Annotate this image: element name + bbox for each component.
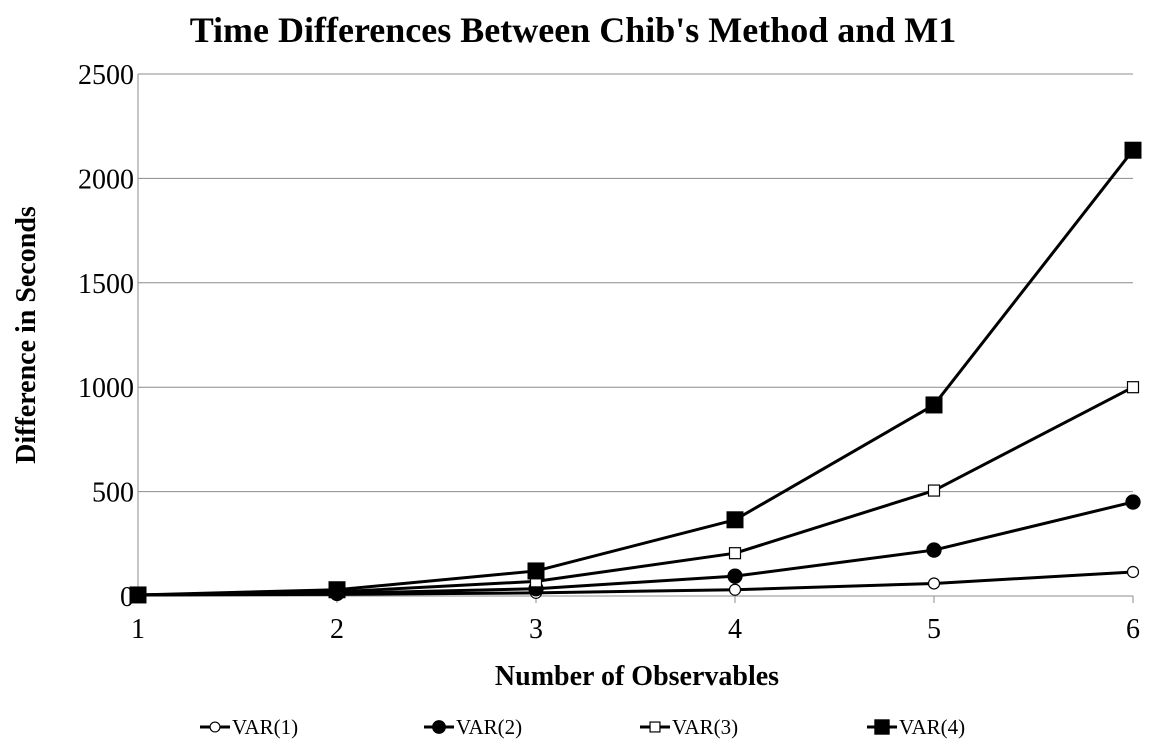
y-tick-label: 2500 — [78, 60, 134, 91]
legend-entry: VAR(3) — [640, 715, 738, 739]
data-point — [927, 484, 941, 497]
data-point — [727, 568, 743, 584]
axes — [137, 74, 1134, 603]
legend-label: VAR(2) — [456, 715, 522, 739]
legend-marker — [649, 721, 661, 733]
x-axis-title: Number of Observables — [495, 661, 779, 692]
gridlines — [138, 73, 1133, 493]
legend-marker — [209, 721, 221, 733]
y-tick-label: 0 — [120, 582, 134, 613]
data-point — [726, 511, 744, 529]
series-var4 — [129, 141, 1142, 604]
legend-entry: VAR(1) — [200, 715, 298, 739]
x-tick-label: 4 — [728, 614, 742, 645]
series-lines — [129, 141, 1142, 604]
data-point — [728, 547, 742, 560]
data-point — [527, 562, 545, 580]
x-tick-label: 2 — [330, 614, 344, 645]
data-point — [129, 586, 147, 604]
x-tick-label: 3 — [529, 614, 543, 645]
legend-marker — [432, 720, 446, 734]
series-var2 — [130, 494, 1141, 603]
legend-entry: VAR(4) — [867, 715, 965, 739]
y-tick-label: 2000 — [78, 164, 134, 195]
legend-entry: VAR(2) — [424, 715, 522, 739]
x-tick-label: 1 — [131, 614, 145, 645]
data-point — [328, 581, 346, 599]
x-tick-label: 5 — [927, 614, 941, 645]
data-point — [926, 542, 942, 558]
data-point — [927, 577, 941, 590]
data-point — [1126, 565, 1140, 579]
legend-marker — [874, 719, 890, 735]
tick-labels: 0 500 1000 1500 2000 2500 1 2 3 4 5 6 — [78, 60, 1140, 645]
legend-label: VAR(4) — [899, 715, 965, 739]
series-var3 — [131, 381, 1140, 602]
data-point — [1125, 494, 1141, 510]
data-point — [1126, 381, 1140, 394]
y-axis-title: Difference in Seconds — [11, 206, 42, 464]
series-line — [137, 149, 1135, 597]
y-tick-label: 500 — [92, 478, 134, 509]
legend: VAR(1) VAR(2) VAR(3) VAR(4) — [200, 715, 965, 739]
legend-label: VAR(1) — [232, 715, 298, 739]
data-point — [925, 396, 943, 414]
series-line — [137, 385, 1134, 597]
legend-label: VAR(3) — [672, 715, 738, 739]
data-point — [728, 583, 742, 596]
y-tick-label: 1500 — [78, 269, 134, 300]
chart-title: Time Differences Between Chib's Method a… — [190, 10, 957, 50]
y-tick-label: 1000 — [78, 373, 134, 404]
x-tick-label: 6 — [1126, 614, 1140, 645]
data-point — [1124, 141, 1142, 159]
